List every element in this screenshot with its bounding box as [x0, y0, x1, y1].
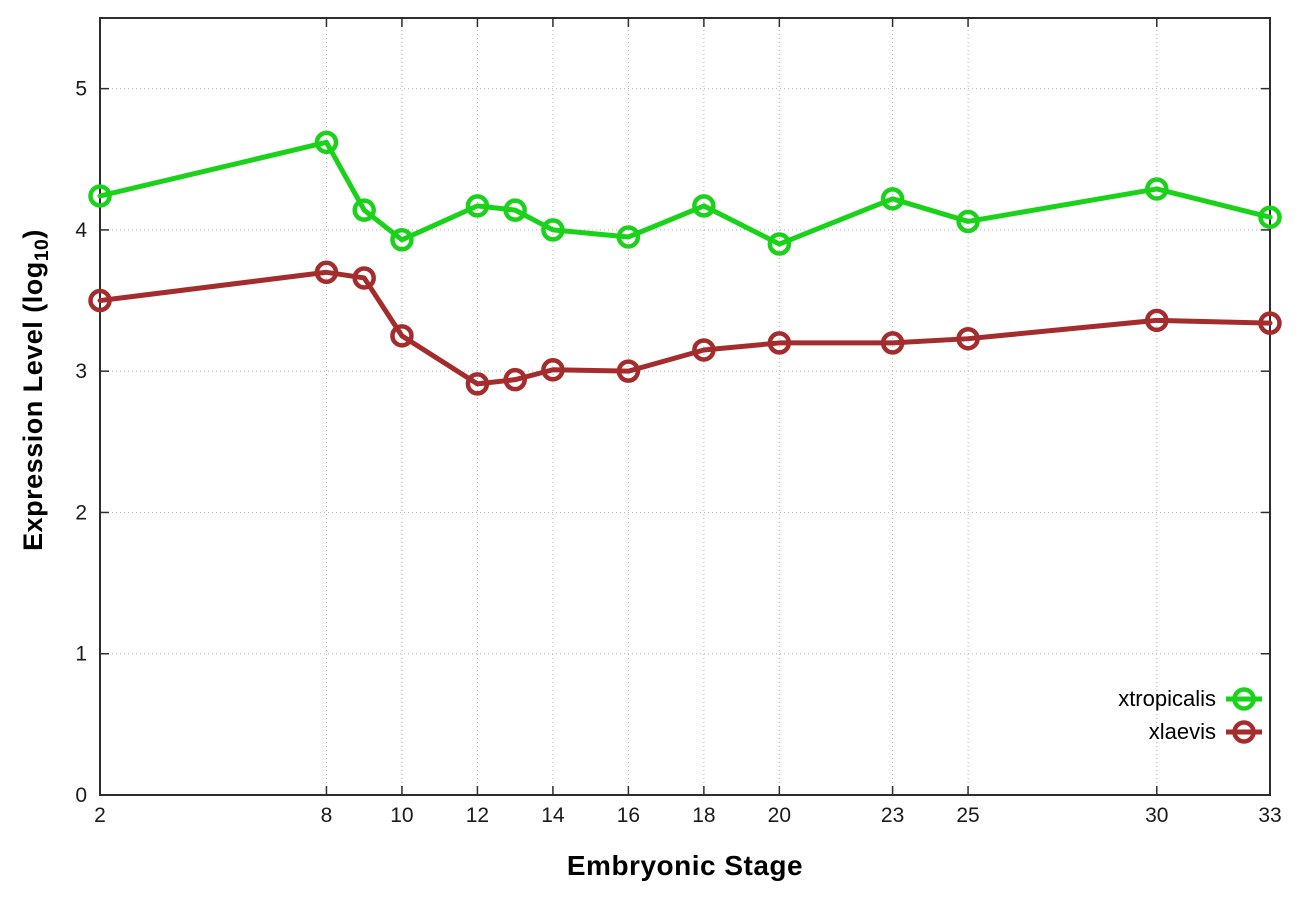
data-point-xlaevis-stage-12	[465, 372, 490, 396]
x-tick-label: 10	[390, 804, 413, 827]
y-axis-title-suffix: )	[17, 229, 48, 239]
x-tick-label: 16	[617, 804, 640, 827]
data-point-xlaevis-stage-14	[541, 358, 565, 382]
data-point-xtropicalis-stage-30	[1145, 177, 1169, 201]
data-point-xtropicalis-stage-10	[390, 228, 414, 252]
x-tick-label: 12	[466, 804, 489, 827]
x-tick-label: 33	[1258, 804, 1281, 827]
data-point-xtropicalis-stage-23	[880, 187, 905, 211]
x-tick-label: 20	[768, 804, 791, 827]
plot-border	[99, 17, 1271, 796]
y-axis-title: Expression Level (log10)	[18, 229, 54, 551]
data-point-xlaevis-stage-2	[88, 288, 112, 313]
data-point-xtropicalis-stage-9	[352, 198, 376, 222]
y-tick-label: 5	[75, 78, 87, 101]
legend-marker-xtropicalis	[1232, 687, 1256, 711]
data-point-xtropicalis-stage-8	[314, 130, 339, 155]
data-point-xlaevis-stage-20	[767, 331, 792, 355]
x-axis-title: Embryonic Stage	[566, 850, 804, 881]
data-point-xtropicalis-stage-14	[541, 218, 565, 242]
y-tick-label: 4	[75, 219, 87, 242]
data-point-xtropicalis-stage-33	[1258, 205, 1282, 229]
data-point-xlaevis-stage-23	[880, 331, 905, 355]
data-point-xtropicalis-stage-20	[767, 232, 792, 256]
data-point-xlaevis-stage-30	[1145, 308, 1169, 333]
data-point-xlaevis-stage-9	[352, 266, 376, 290]
data-point-xtropicalis-stage-2	[88, 184, 112, 208]
x-tick-label: 25	[956, 804, 979, 827]
data-point-xlaevis-stage-33	[1258, 311, 1282, 335]
grid	[100, 18, 1270, 795]
data-point-xlaevis-stage-16	[616, 359, 641, 383]
y-tick-label: 0	[75, 784, 87, 807]
x-tick-label: 18	[692, 804, 715, 827]
legend-item-xlaevis: xlaevis	[1149, 719, 1262, 744]
y-tick-label: 1	[75, 643, 87, 666]
data-point-xtropicalis-stage-25	[956, 209, 980, 234]
legend-label-xtropicalis: xtropicalis	[1118, 686, 1216, 711]
data-point-xtropicalis-stage-12	[465, 194, 490, 218]
legend-label-xlaevis: xlaevis	[1149, 719, 1216, 744]
y-tick-label: 3	[75, 360, 87, 383]
axes	[99, 17, 1271, 796]
data-point-xlaevis-stage-10	[390, 324, 414, 348]
data-point-xtropicalis-stage-16	[616, 225, 641, 249]
x-tick-label: 8	[321, 804, 333, 827]
data-point-xlaevis-stage-18	[692, 338, 716, 362]
legend: xtropicalis xlaevis	[1118, 686, 1262, 744]
data-point-xlaevis-stage-8	[314, 260, 339, 285]
y-axis-title-text: Expression Level (log	[17, 261, 48, 551]
y-tick-label: 2	[75, 501, 87, 524]
tick-marks	[99, 18, 1271, 796]
series-line-xlaevis	[97, 269, 1273, 387]
x-tick-label: 14	[541, 804, 565, 827]
x-tick-label: 30	[1145, 804, 1168, 827]
data-point-xlaevis-stage-25	[956, 326, 980, 351]
data-point-xtropicalis-stage-18	[692, 194, 716, 218]
series-xtropicalis	[88, 130, 1282, 256]
legend-item-xtropicalis: xtropicalis	[1118, 686, 1262, 711]
data-point-xlaevis-stage-13	[503, 367, 527, 392]
legend-marker-xlaevis	[1232, 720, 1256, 744]
x-tick-label: 2	[94, 804, 106, 827]
series-line-xtropicalis	[97, 139, 1273, 247]
x-tick-label: 23	[881, 804, 904, 827]
y-axis-title-subscript: 10	[31, 238, 54, 262]
series-xlaevis	[88, 260, 1282, 396]
data-point-xtropicalis-stage-13	[503, 198, 527, 222]
